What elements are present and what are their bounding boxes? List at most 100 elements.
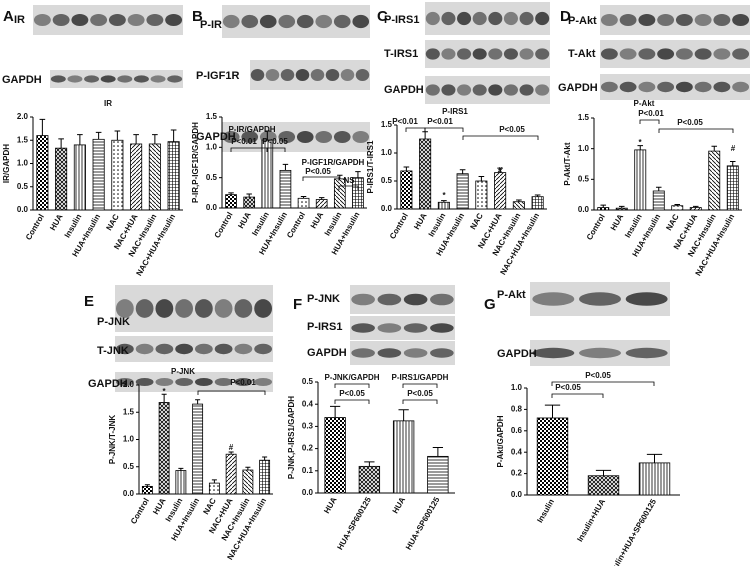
error-bar [246, 193, 252, 198]
blot-band [222, 14, 240, 29]
blot-band [694, 48, 712, 60]
error-bar [600, 204, 607, 208]
panel-letter: E [84, 293, 94, 310]
y-tick-label: 0.3 [302, 422, 314, 431]
blot-band [600, 81, 618, 93]
annotation: P-JNK/GAPDH [324, 373, 379, 382]
blot-band [503, 48, 518, 60]
y-tick-label: 1.0 [17, 159, 29, 168]
error-bar [478, 176, 485, 181]
error-bar [77, 134, 83, 145]
y-tick-label: 2.0 [17, 112, 29, 121]
blot-band [638, 14, 656, 26]
error-bar [161, 393, 167, 403]
bar [259, 459, 271, 495]
blot-label: P-Akt [497, 289, 526, 301]
annotation: P-IRS1/GAPDH [392, 373, 449, 382]
blot-label: P-IRS1 [384, 14, 419, 26]
bar [55, 147, 68, 211]
blot-band [214, 343, 233, 355]
blot-band [377, 348, 402, 358]
bar [73, 144, 86, 211]
blot-band [535, 84, 550, 96]
error-bar [337, 174, 343, 179]
blot-band [67, 75, 83, 83]
error-bar [58, 138, 64, 149]
bar [279, 169, 292, 209]
blot-band [457, 48, 472, 60]
x-tick-label: Insulin+HUA+SP600125 [605, 497, 658, 566]
error-bar [364, 461, 375, 467]
blot-band [472, 48, 487, 60]
bar [130, 143, 143, 211]
panel-letter: F [293, 296, 302, 313]
bracket [266, 147, 286, 152]
blot-band [403, 323, 428, 333]
blot-band [150, 75, 166, 83]
blot-band [619, 48, 637, 60]
error-bar [729, 161, 736, 166]
blot-band [441, 84, 456, 96]
blot-band [732, 81, 750, 93]
y-axis-label: IR/GAPDH [2, 144, 11, 183]
error-bar [711, 145, 718, 152]
blot-band [532, 347, 575, 359]
blot-band [457, 84, 472, 96]
blot-band [713, 81, 731, 93]
error-bar [39, 118, 46, 136]
bar [536, 417, 569, 496]
x-tick-label: NAC [201, 496, 218, 516]
blot-band [222, 131, 240, 143]
bar [111, 139, 124, 211]
bar [167, 141, 180, 211]
blot-band [33, 14, 51, 26]
annotation: # [498, 166, 503, 175]
blot-band [732, 48, 750, 60]
y-tick-label: 0.0 [302, 488, 314, 497]
blot-band [625, 292, 668, 306]
panel-letter: A [3, 8, 14, 25]
annotation: P<0.05 [262, 137, 288, 146]
bar [175, 470, 187, 495]
bar [456, 173, 469, 210]
error-bar [152, 134, 158, 144]
blot-band [472, 84, 487, 96]
blot-band [657, 14, 675, 26]
x-tick-label: HUA [48, 212, 65, 232]
blot-band [117, 75, 133, 83]
error-bar [403, 166, 410, 171]
blot-band [278, 131, 296, 143]
bar [587, 475, 620, 496]
bar [638, 462, 671, 496]
blot-label: GAPDH [196, 131, 236, 143]
bar [726, 165, 739, 211]
x-tick-label: Control [129, 497, 151, 526]
error-bar [228, 192, 234, 195]
blot-band [214, 299, 233, 318]
blot-band [472, 11, 487, 26]
bar [512, 201, 525, 210]
annotation: P-IGF1R/GAPDH [302, 158, 365, 167]
error-bar [211, 479, 217, 484]
blot-label: GAPDH [384, 84, 424, 96]
bar [148, 143, 161, 211]
y-tick-label: 1.5 [123, 407, 135, 416]
annotation: NS [343, 176, 355, 185]
blot-band [675, 81, 693, 93]
x-tick-label: HUA [151, 496, 168, 516]
blot-band [441, 48, 456, 60]
x-tick-label: Insulin+HUA [575, 497, 607, 543]
panel-letter: C [377, 8, 388, 25]
y-axis-label: P-JNK/T-JNK [108, 415, 117, 465]
blot-band [259, 14, 277, 29]
blot-band [519, 84, 534, 96]
x-tick-label: Control [24, 213, 46, 242]
annotation: P<0.05 [407, 389, 433, 398]
blot-band [519, 48, 534, 60]
bar [208, 482, 220, 495]
bracket [658, 128, 734, 133]
blot-label: GAPDH [307, 347, 347, 359]
blot-band [352, 131, 370, 143]
bar [225, 194, 237, 209]
y-tick-label: 1.0 [123, 435, 135, 444]
